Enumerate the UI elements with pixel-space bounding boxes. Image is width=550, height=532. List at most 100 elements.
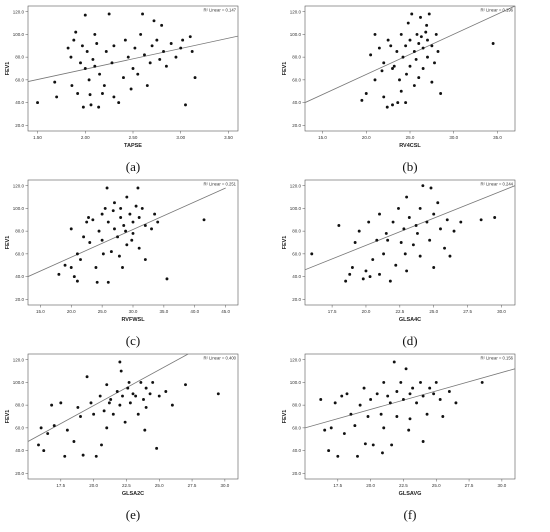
data-point (36, 101, 39, 105)
data-point (382, 61, 386, 65)
data-point (69, 55, 73, 59)
data-point (356, 454, 359, 458)
data-point (401, 398, 405, 401)
data-point (148, 392, 152, 396)
data-point (405, 195, 409, 199)
data-point (395, 415, 399, 418)
y-tick-label: 60.0 (15, 425, 24, 430)
data-point (421, 184, 425, 188)
data-point (85, 50, 89, 53)
data-point (109, 398, 113, 401)
data-point (119, 216, 123, 219)
data-point (130, 238, 134, 242)
regression-line (28, 187, 226, 277)
data-point (399, 89, 403, 93)
y-axis-label: FEV1 (282, 410, 288, 424)
data-point (399, 380, 403, 384)
data-point (76, 92, 80, 95)
data-point (63, 263, 67, 267)
x-tick-label: 22.5 (122, 483, 131, 488)
plot-area (27, 353, 239, 480)
data-point (382, 252, 386, 256)
data-point (72, 38, 76, 42)
y-tick-label: 120.0 (13, 9, 25, 14)
x-tick-label: 35.0 (493, 135, 502, 140)
data-point (117, 101, 121, 105)
data-point (93, 64, 97, 68)
data-point (417, 42, 421, 45)
x-axis-label: GLSA4C (399, 317, 421, 323)
data-point (80, 44, 84, 48)
y-tick-label: 60.0 (292, 77, 301, 82)
data-point (426, 38, 429, 42)
data-point (329, 426, 333, 430)
regression-line (305, 368, 515, 429)
data-point (408, 417, 412, 421)
plot-area (304, 179, 516, 306)
y-tick-label: 40.0 (15, 448, 24, 453)
data-point (398, 78, 401, 82)
scatter-panel-1: 1.50 2.00 2.50 3.00 3.50 20.0 40.0 60.0 80.0 100.… (5, 5, 239, 174)
r-squared-label: R² Linear = 0.251 (204, 182, 237, 187)
data-point (143, 53, 146, 57)
data-point (433, 61, 436, 65)
data-point (111, 209, 115, 213)
data-point (396, 101, 400, 105)
panel-label: (f) (404, 507, 417, 522)
x-tick-label: 17.5 (328, 309, 337, 314)
data-point (106, 220, 110, 224)
panel-label: (c) (126, 333, 140, 348)
data-point (97, 229, 101, 233)
data-point (181, 38, 185, 42)
data-point (367, 220, 371, 224)
data-point (418, 206, 422, 210)
data-point (337, 224, 341, 227)
y-tick-label: 20.0 (15, 297, 24, 302)
x-tick-label: 17.5 (56, 483, 65, 488)
data-point (380, 451, 384, 455)
data-point (382, 380, 386, 384)
data-point (118, 360, 122, 364)
x-tick-label: 25.0 (429, 309, 438, 314)
data-point (157, 394, 161, 398)
data-point (112, 44, 116, 48)
data-point (133, 46, 137, 50)
data-point (129, 87, 133, 91)
x-axis-label: RVFWSL (121, 317, 145, 323)
y-tick-label: 80.0 (292, 403, 301, 408)
x-tick-label: 30.0 (497, 483, 506, 488)
data-point (128, 212, 132, 216)
data-point (118, 403, 122, 407)
scatter-panel-3: 15.0 20.0 25.0 30.0 35.0 40.0 45.0 20.0 40.0 60.0… (5, 179, 239, 348)
data-point (388, 401, 392, 405)
data-point (479, 218, 483, 222)
x-tick-label: 20.0 (67, 309, 76, 314)
x-tick-label: 45.0 (221, 309, 230, 314)
y-tick-label: 60.0 (292, 251, 301, 256)
data-point (441, 415, 445, 418)
x-tick-label: 3.00 (176, 135, 185, 140)
data-point (491, 42, 495, 45)
data-point (373, 32, 377, 36)
y-axis-label: FEV1 (282, 236, 288, 250)
y-tick-label: 80.0 (292, 55, 301, 60)
data-point (152, 19, 156, 23)
y-tick-label: 60.0 (292, 425, 301, 430)
data-point (75, 252, 79, 256)
data-point (414, 224, 418, 227)
data-point (430, 80, 434, 84)
y-axis-label: FEV1 (282, 62, 288, 76)
y-tick-label: 120.0 (13, 357, 25, 362)
data-point (113, 201, 116, 205)
r-squared-label: R² Linear = 0.147 (204, 8, 237, 13)
data-point (76, 405, 80, 409)
data-point (37, 443, 40, 447)
data-point (415, 401, 419, 405)
data-point (148, 61, 152, 65)
data-point (52, 424, 56, 428)
x-tick-label: 20.0 (366, 483, 375, 488)
data-point (448, 254, 452, 258)
data-point (143, 258, 147, 261)
data-point (83, 13, 87, 17)
data-point (143, 428, 147, 432)
